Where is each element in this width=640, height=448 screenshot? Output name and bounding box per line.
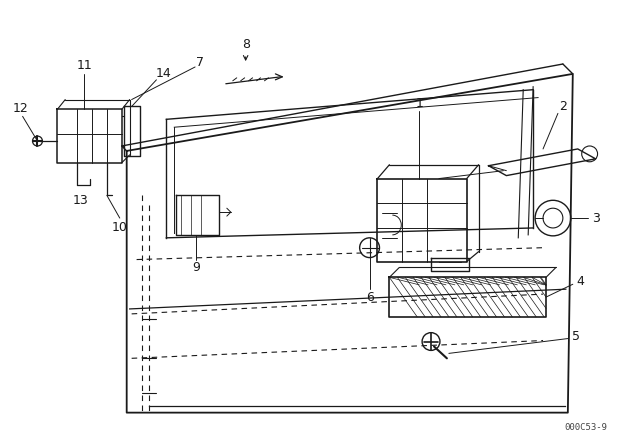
Text: 13: 13 xyxy=(72,194,88,207)
Text: 8: 8 xyxy=(242,38,250,51)
Text: 11: 11 xyxy=(76,60,92,73)
Text: 3: 3 xyxy=(591,211,600,224)
Text: 5: 5 xyxy=(572,330,580,343)
Text: 10: 10 xyxy=(112,221,128,234)
Text: 6: 6 xyxy=(365,291,374,304)
Text: 000C53-9: 000C53-9 xyxy=(564,423,607,432)
Text: 4: 4 xyxy=(577,275,585,288)
Text: 2: 2 xyxy=(559,100,567,113)
Text: 9: 9 xyxy=(192,261,200,274)
Text: 12: 12 xyxy=(13,102,29,115)
Text: 1: 1 xyxy=(415,97,423,110)
Text: 14: 14 xyxy=(156,67,172,80)
Text: 7: 7 xyxy=(196,56,204,69)
